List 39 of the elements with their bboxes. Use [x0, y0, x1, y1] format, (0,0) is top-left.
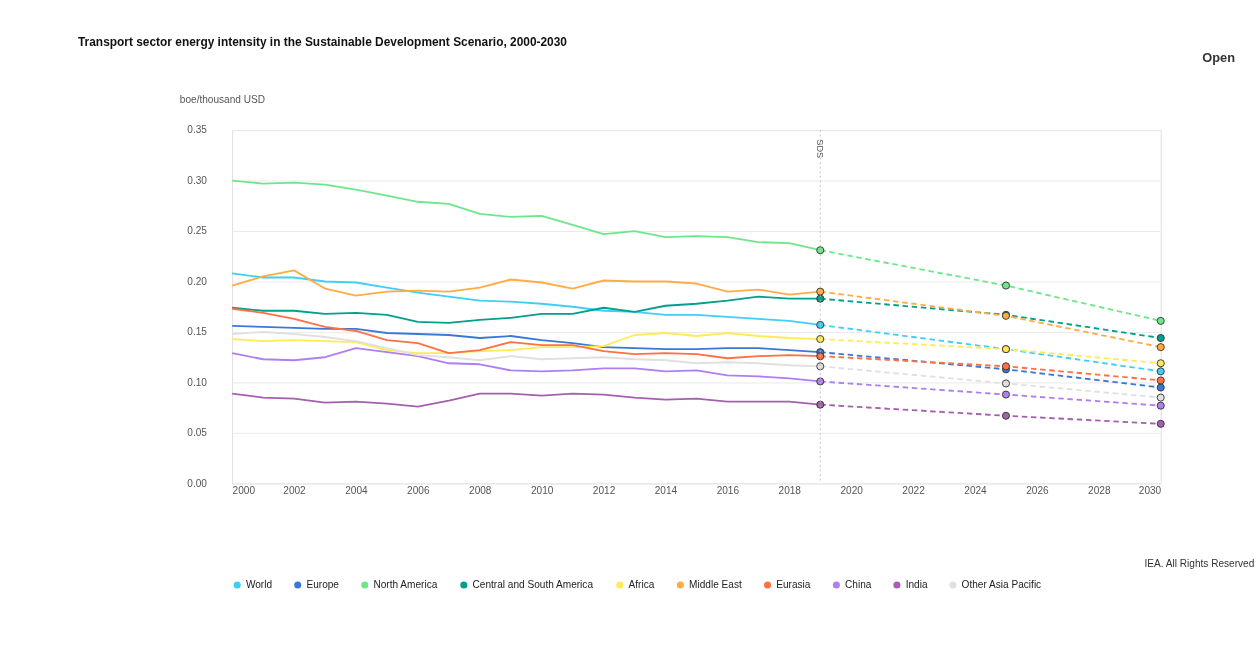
x-tick-label: 2002: [283, 484, 307, 496]
text: IEA. All Rights Reserved: [1144, 557, 1255, 569]
y-tick-label: 0.25: [187, 225, 208, 237]
legend-label: Middle East: [689, 578, 742, 590]
y-axis-title: boe/thousand USD: [179, 93, 266, 105]
legend-label: Eurasia: [776, 578, 811, 590]
x-tick-label: 2004: [345, 484, 369, 496]
x-tick-label: 2028: [1088, 484, 1111, 496]
legend-label: Africa: [628, 578, 655, 590]
y-tick-label: 0.20: [187, 275, 208, 287]
legend-label: India: [905, 578, 928, 590]
y-tick-label: 0.30: [187, 174, 208, 186]
legend-label: Central and South America: [472, 578, 594, 590]
y-tick-label: 0.10: [187, 376, 208, 388]
x-tick-label: 2018: [778, 484, 802, 496]
x-tick-label: 2026: [1026, 484, 1049, 496]
x-tick-label: 2030: [1138, 484, 1162, 496]
text: Open: [1202, 50, 1236, 66]
chart-title: Transport sector energy intensity in the Sustainable Development Scenario, 2000-2030: [77, 34, 568, 49]
x-tick-label: 2000: [232, 484, 256, 496]
x-tick-label: 2008: [469, 484, 492, 496]
legend-label: World: [245, 578, 273, 590]
x-tick-label: 2024: [964, 484, 988, 496]
y-tick-label: 0.05: [187, 427, 208, 439]
x-tick-label: 2012: [592, 484, 616, 496]
x-tick-label: 2016: [716, 484, 740, 496]
y-tick-label: 0.35: [187, 124, 208, 136]
legend-label: Europe: [306, 578, 340, 590]
y-tick-label: 0.15: [187, 326, 208, 338]
x-tick-label: 2006: [407, 484, 430, 496]
x-tick-label: 2010: [530, 484, 554, 496]
legend-label: North America: [373, 578, 438, 590]
legend-label: Other Asia Pacific: [961, 578, 1042, 590]
ref-line-label: SDS: [814, 139, 825, 159]
x-tick-label: 2022: [902, 484, 926, 496]
x-tick-label: 2020: [840, 484, 864, 496]
x-tick-label: 2014: [654, 484, 678, 496]
legend-label: China: [845, 578, 872, 590]
y-tick-label: 0.00: [187, 477, 208, 489]
